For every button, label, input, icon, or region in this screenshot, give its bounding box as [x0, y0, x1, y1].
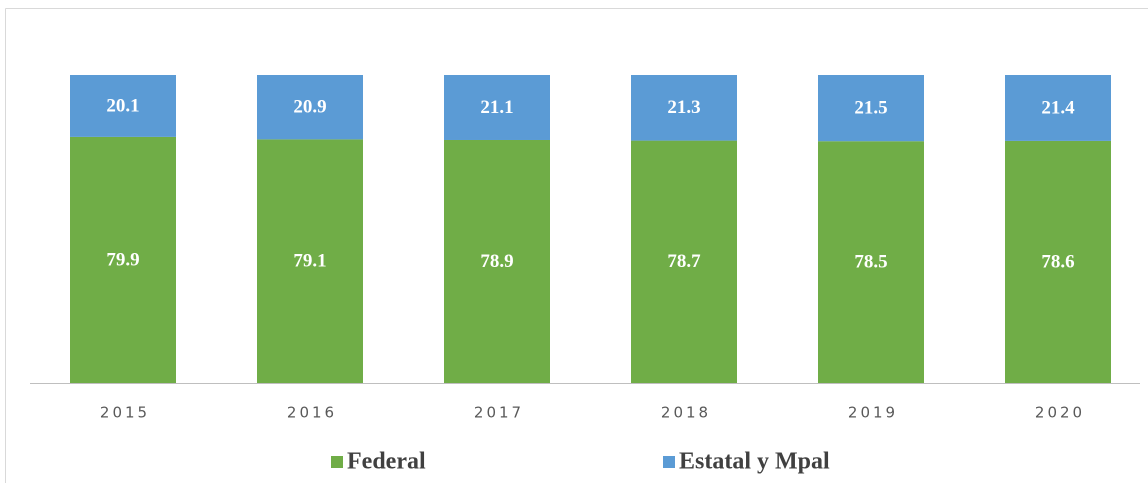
- data-label: 20.1: [106, 95, 139, 116]
- bar-segment: [257, 75, 363, 140]
- bar-segment: [1005, 75, 1111, 141]
- x-tick-label: 2020: [1035, 404, 1085, 422]
- x-tick-label: 2016: [287, 404, 337, 422]
- data-label: 21.5: [854, 97, 887, 118]
- legend-swatch: [331, 456, 343, 468]
- bar-segment: [444, 75, 550, 140]
- bar-segment: [70, 136, 176, 383]
- data-label: 79.1: [293, 251, 326, 272]
- data-label: 78.9: [480, 251, 513, 272]
- x-tick-label: 2015: [100, 404, 150, 422]
- bar-segment: [631, 75, 737, 141]
- data-label: 78.5: [854, 251, 887, 272]
- legend-swatch: [663, 456, 675, 468]
- bar-segment: [818, 141, 924, 383]
- bar-segment: [70, 75, 176, 137]
- bar-segment: [631, 140, 737, 383]
- data-label: 21.3: [667, 97, 700, 118]
- bar-segment: [818, 75, 924, 142]
- data-label: 20.9: [293, 97, 326, 118]
- x-tick-label: 2019: [848, 404, 898, 422]
- data-label: 78.7: [667, 251, 701, 272]
- legend-label: Federal: [347, 449, 426, 475]
- bar-segment: [257, 139, 363, 383]
- data-label: 78.6: [1041, 251, 1074, 272]
- data-label: 79.9: [106, 249, 139, 270]
- bar-segment: [1005, 140, 1111, 383]
- data-label: 21.4: [1041, 97, 1075, 118]
- legend-label: Estatal y Mpal: [679, 449, 830, 475]
- x-tick-label: 2017: [474, 404, 524, 422]
- data-label: 21.1: [480, 97, 513, 118]
- bar-segment: [444, 139, 550, 383]
- x-tick-label: 2018: [661, 404, 711, 422]
